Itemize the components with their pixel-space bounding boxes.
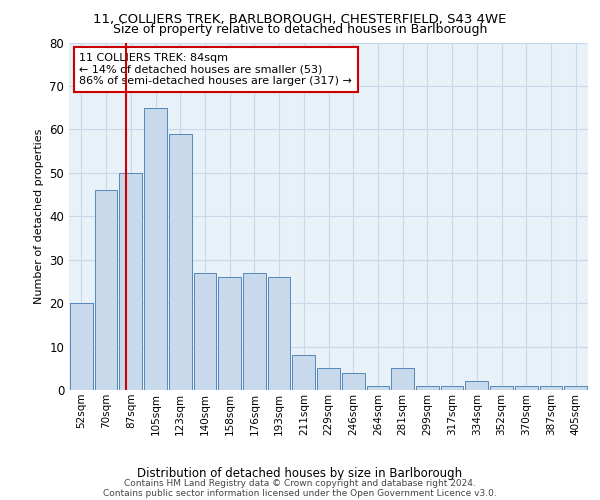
- Bar: [194, 272, 216, 390]
- Bar: [564, 386, 587, 390]
- Bar: [243, 272, 266, 390]
- Bar: [144, 108, 167, 390]
- Bar: [490, 386, 513, 390]
- Text: Contains public sector information licensed under the Open Government Licence v3: Contains public sector information licen…: [103, 489, 497, 498]
- Text: Distribution of detached houses by size in Barlborough: Distribution of detached houses by size …: [137, 468, 463, 480]
- Text: Size of property relative to detached houses in Barlborough: Size of property relative to detached ho…: [113, 22, 487, 36]
- Bar: [539, 386, 562, 390]
- Bar: [95, 190, 118, 390]
- Bar: [342, 372, 365, 390]
- Text: Contains HM Land Registry data © Crown copyright and database right 2024.: Contains HM Land Registry data © Crown c…: [124, 479, 476, 488]
- Bar: [416, 386, 439, 390]
- Bar: [317, 368, 340, 390]
- Bar: [169, 134, 191, 390]
- Bar: [391, 368, 414, 390]
- Bar: [119, 173, 142, 390]
- Bar: [515, 386, 538, 390]
- Bar: [441, 386, 463, 390]
- Text: 11, COLLIERS TREK, BARLBOROUGH, CHESTERFIELD, S43 4WE: 11, COLLIERS TREK, BARLBOROUGH, CHESTERF…: [94, 12, 506, 26]
- Bar: [367, 386, 389, 390]
- Y-axis label: Number of detached properties: Number of detached properties: [34, 128, 44, 304]
- Bar: [70, 303, 93, 390]
- Text: 11 COLLIERS TREK: 84sqm
← 14% of detached houses are smaller (53)
86% of semi-de: 11 COLLIERS TREK: 84sqm ← 14% of detache…: [79, 53, 352, 86]
- Bar: [218, 277, 241, 390]
- Bar: [268, 277, 290, 390]
- Bar: [292, 355, 315, 390]
- Bar: [466, 382, 488, 390]
